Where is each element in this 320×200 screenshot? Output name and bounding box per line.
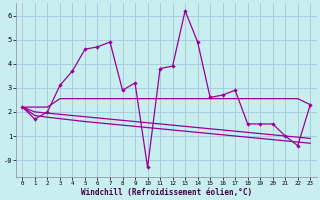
X-axis label: Windchill (Refroidissement éolien,°C): Windchill (Refroidissement éolien,°C) [81, 188, 252, 197]
